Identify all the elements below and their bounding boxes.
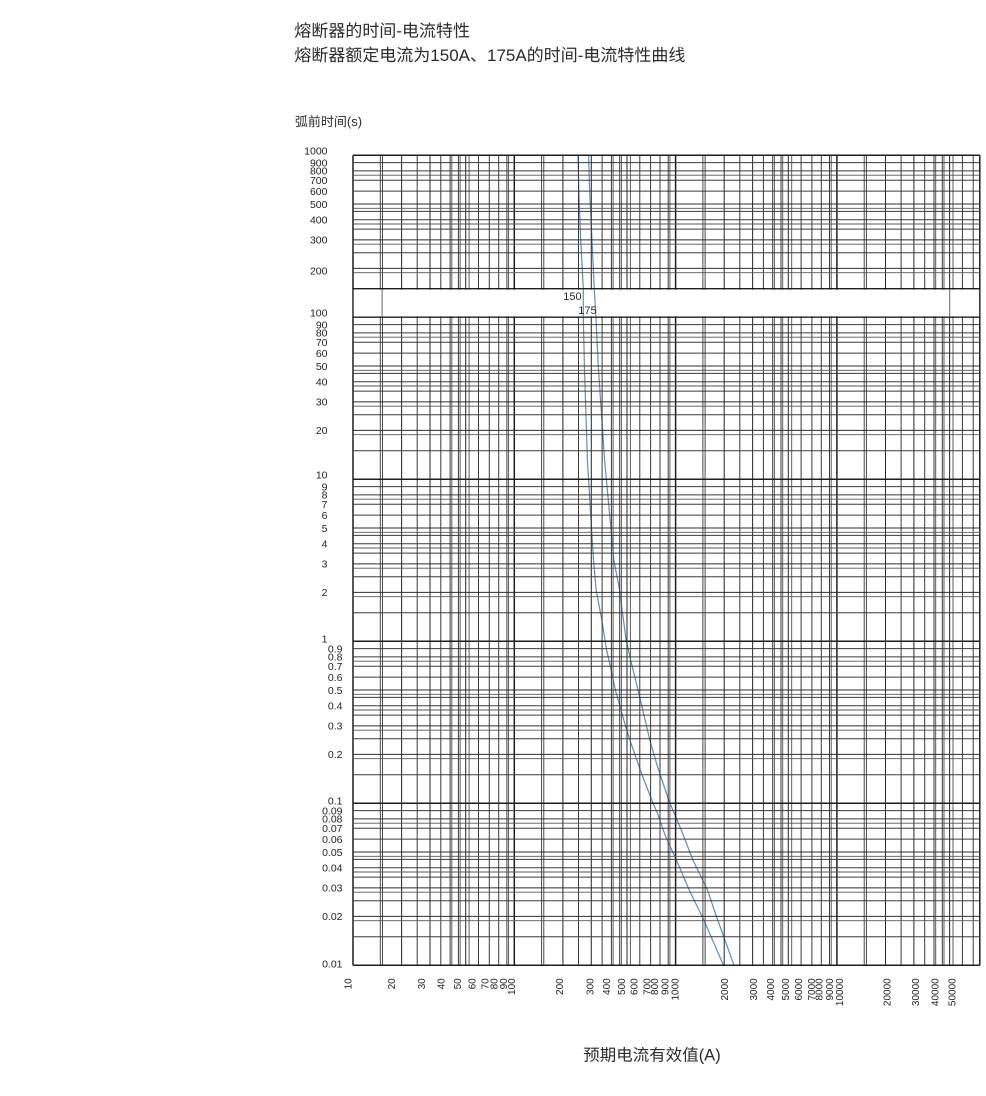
- svg-text:9000: 9000: [825, 978, 836, 1001]
- svg-text:50: 50: [453, 978, 464, 990]
- svg-text:0.02: 0.02: [322, 911, 343, 923]
- svg-text:60: 60: [467, 978, 478, 990]
- svg-text:40: 40: [436, 978, 447, 990]
- svg-text:6: 6: [322, 510, 328, 522]
- svg-text:(s): (s): [347, 114, 362, 129]
- svg-text:0.2: 0.2: [328, 749, 343, 761]
- svg-text:0.08: 0.08: [322, 814, 343, 826]
- svg-text:100: 100: [310, 308, 328, 320]
- svg-text:800: 800: [310, 166, 328, 178]
- svg-text:90: 90: [499, 978, 510, 990]
- svg-text:0.06: 0.06: [322, 834, 343, 846]
- svg-text:70: 70: [316, 337, 328, 349]
- svg-text:175A: 175A: [487, 46, 527, 65]
- svg-text:30: 30: [417, 978, 428, 990]
- svg-text:30: 30: [316, 397, 328, 409]
- svg-text:150A: 150A: [430, 46, 470, 65]
- svg-text:600: 600: [310, 186, 328, 198]
- svg-text:-: -: [396, 22, 402, 41]
- svg-text:8: 8: [322, 490, 328, 502]
- svg-text:50: 50: [316, 361, 328, 373]
- svg-text:200: 200: [310, 266, 328, 278]
- svg-text:500: 500: [617, 978, 628, 995]
- svg-text:3: 3: [322, 559, 328, 571]
- svg-text:100: 100: [507, 978, 518, 995]
- svg-text:7000: 7000: [807, 978, 818, 1001]
- svg-text:1000: 1000: [304, 146, 328, 158]
- svg-text:20: 20: [316, 425, 328, 437]
- svg-text:4000: 4000: [766, 978, 777, 1001]
- svg-text:175: 175: [578, 305, 596, 317]
- svg-text:5: 5: [322, 523, 328, 535]
- svg-text:0.03: 0.03: [322, 883, 343, 895]
- svg-text:0.05: 0.05: [322, 847, 343, 859]
- svg-text:1000: 1000: [670, 978, 681, 1001]
- svg-text:70: 70: [480, 978, 491, 990]
- svg-text:40000: 40000: [930, 978, 941, 1006]
- svg-text:0.5: 0.5: [328, 685, 343, 697]
- svg-text:40: 40: [316, 377, 328, 389]
- svg-text:900: 900: [660, 978, 671, 995]
- svg-text:(A): (A): [699, 1047, 721, 1065]
- svg-text:0.09: 0.09: [322, 805, 343, 817]
- svg-text:10: 10: [343, 978, 354, 990]
- svg-text:300: 300: [310, 235, 328, 247]
- svg-text:50000: 50000: [947, 978, 958, 1006]
- svg-text:20: 20: [387, 978, 398, 990]
- svg-text:80: 80: [489, 978, 500, 990]
- svg-text:3000: 3000: [749, 978, 760, 1001]
- svg-text:2000: 2000: [720, 978, 731, 1001]
- svg-text:9: 9: [322, 481, 328, 493]
- svg-text:0.7: 0.7: [328, 661, 343, 673]
- svg-text:0.1: 0.1: [328, 796, 343, 808]
- svg-text:400: 400: [602, 978, 613, 995]
- svg-text:0.07: 0.07: [322, 823, 343, 835]
- svg-text:0.01: 0.01: [322, 959, 343, 971]
- svg-text:400: 400: [310, 215, 328, 227]
- svg-text:80: 80: [316, 328, 328, 340]
- svg-text:-: -: [578, 46, 584, 65]
- svg-text:10000: 10000: [835, 978, 846, 1006]
- svg-text:300: 300: [585, 978, 596, 995]
- svg-text:8000: 8000: [814, 978, 825, 1001]
- svg-text:200: 200: [555, 978, 566, 995]
- svg-text:800: 800: [650, 978, 661, 995]
- svg-text:700: 700: [642, 978, 653, 995]
- svg-text:20000: 20000: [882, 978, 893, 1006]
- svg-text:1: 1: [322, 634, 328, 646]
- svg-text:10: 10: [316, 470, 328, 482]
- svg-text:0.6: 0.6: [328, 672, 343, 684]
- svg-text:0.9: 0.9: [328, 643, 343, 655]
- svg-text:900: 900: [310, 157, 328, 169]
- svg-text:0.8: 0.8: [328, 652, 343, 664]
- svg-text:6000: 6000: [794, 978, 805, 1001]
- svg-text:5000: 5000: [781, 978, 792, 1001]
- svg-text:4: 4: [322, 539, 328, 551]
- svg-text:30000: 30000: [911, 978, 922, 1006]
- svg-text:7: 7: [322, 499, 328, 511]
- svg-text:150: 150: [563, 291, 581, 303]
- svg-text:0.04: 0.04: [322, 863, 343, 875]
- svg-text:90: 90: [316, 319, 328, 331]
- svg-text:0.4: 0.4: [328, 701, 343, 713]
- svg-text:60: 60: [316, 348, 328, 360]
- svg-text:2: 2: [322, 587, 328, 599]
- svg-text:700: 700: [310, 175, 328, 187]
- svg-text:0.3: 0.3: [328, 721, 343, 733]
- svg-text:500: 500: [310, 199, 328, 211]
- svg-text:600: 600: [629, 978, 640, 995]
